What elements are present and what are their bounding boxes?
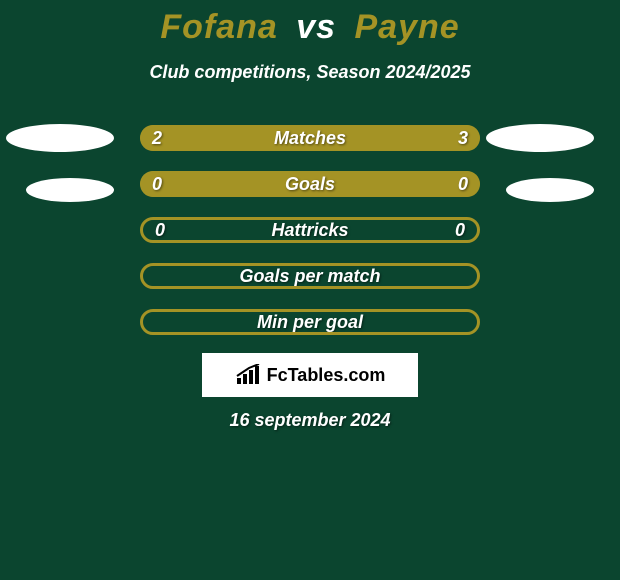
stat-label: Min per goal <box>143 312 477 332</box>
player-left-name: Fofana <box>160 8 277 46</box>
fctables-logo: FcTables.com <box>202 353 418 397</box>
stat-label: Matches <box>140 125 480 151</box>
comparison-infographic: Fofana vs Payne Club competitions, Seaso… <box>0 0 620 580</box>
stat-row: Goals0 0 <box>0 171 620 197</box>
stat-value-left: 0 <box>152 171 162 197</box>
logo-text: FcTables.com <box>267 365 386 386</box>
stat-value-right: 0 <box>455 220 465 240</box>
logo-inner: FcTables.com <box>235 364 386 386</box>
stat-bar: Matches2 3 <box>140 125 480 151</box>
stat-value-right: 3 <box>458 125 468 151</box>
title-vs: vs <box>296 8 336 46</box>
stat-label: Goals per match <box>143 266 477 286</box>
player-right-name: Payne <box>355 8 460 46</box>
bar-chart-icon <box>235 364 261 386</box>
stat-bar: Min per goal <box>140 309 480 335</box>
stat-label: Goals <box>140 171 480 197</box>
stat-value-left: 2 <box>152 125 162 151</box>
stat-row: Min per goal <box>0 309 620 335</box>
stat-value-right: 0 <box>458 171 468 197</box>
stat-row: Hattricks0 0 <box>0 217 620 243</box>
snapshot-date: 16 september 2024 <box>0 410 620 431</box>
stat-row: Matches2 3 <box>0 125 620 151</box>
stat-value-left: 0 <box>155 220 165 240</box>
page-title: Fofana vs Payne <box>0 8 620 47</box>
stat-row: Goals per match <box>0 263 620 289</box>
stat-bar: Goals0 0 <box>140 171 480 197</box>
subtitle: Club competitions, Season 2024/2025 <box>0 62 620 83</box>
stat-bar: Hattricks0 0 <box>140 217 480 243</box>
stat-bar: Goals per match <box>140 263 480 289</box>
stat-label: Hattricks <box>143 220 477 240</box>
